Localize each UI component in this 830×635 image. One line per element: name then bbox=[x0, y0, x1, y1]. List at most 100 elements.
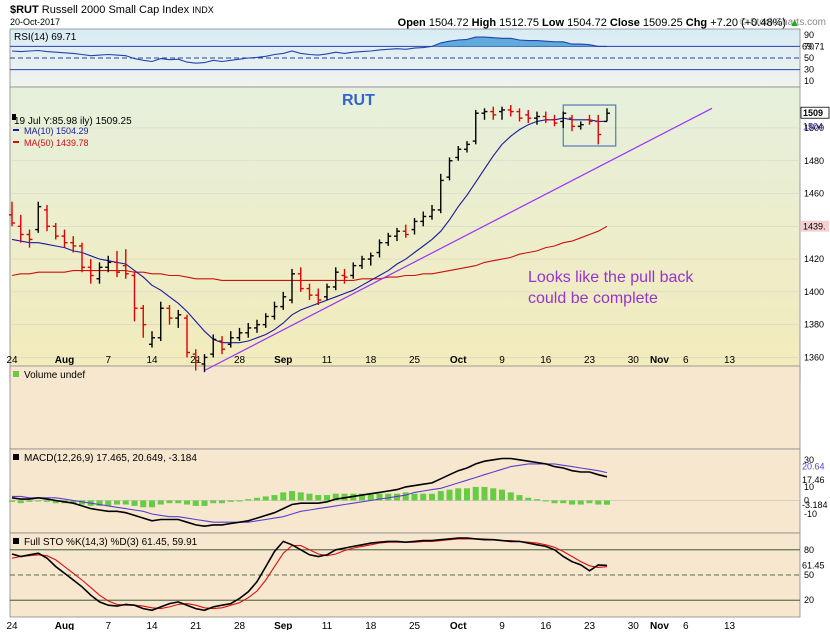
price-tick-label: 1400 bbox=[804, 287, 824, 297]
ohlc-bar bbox=[236, 327, 243, 342]
macd-histogram-bar bbox=[376, 493, 383, 501]
rsi-last-label: 69.71 bbox=[802, 42, 825, 52]
ohlc-bar bbox=[586, 114, 593, 125]
macd-signal-line bbox=[12, 463, 608, 523]
ohlc-bar bbox=[219, 336, 225, 355]
macd-histogram-bar bbox=[105, 500, 112, 506]
macd-histogram-bar bbox=[455, 488, 462, 501]
sto-k-line bbox=[11, 537, 608, 612]
rsi-tick-label: 30 bbox=[804, 65, 814, 75]
macd-last: 17.46 bbox=[802, 475, 825, 485]
ohlc-bar bbox=[595, 114, 602, 145]
macd-histogram-bar bbox=[429, 493, 435, 501]
symbol-title: $RUT Russell 2000 Small Cap Index INDX bbox=[10, 4, 214, 16]
ohlc-bar bbox=[455, 146, 462, 161]
macd-line bbox=[11, 457, 608, 528]
volume-label: Volume undef bbox=[24, 370, 85, 381]
ohlc-bar bbox=[184, 314, 190, 358]
price-date-label: 23 bbox=[584, 355, 596, 366]
ohlc-bar bbox=[499, 106, 505, 120]
rut-title: RUT bbox=[342, 92, 375, 109]
price-date-label: Nov bbox=[650, 355, 669, 366]
macd-histogram-bar bbox=[534, 499, 540, 501]
ohlc-bar bbox=[289, 268, 295, 304]
bottom-date-label: 11 bbox=[322, 621, 333, 630]
macd-histogram-bar bbox=[157, 500, 164, 505]
price-date-label: 6 bbox=[683, 355, 689, 366]
macd-histogram-bar bbox=[271, 495, 278, 501]
macd-legend-swatch bbox=[13, 454, 19, 460]
bottom-date-label: 9 bbox=[499, 621, 505, 630]
macd-histogram-bar bbox=[367, 493, 374, 501]
macd-histogram-bar bbox=[192, 500, 199, 506]
macd-histogram-bar bbox=[586, 500, 593, 504]
macd-tick-label: 0 bbox=[804, 495, 809, 505]
macd-histogram-bar bbox=[114, 500, 120, 505]
macd-histogram-bar bbox=[175, 500, 182, 504]
ohlc-bar bbox=[140, 304, 147, 338]
price-date-label: 16 bbox=[540, 355, 552, 366]
price-date-label: 30 bbox=[628, 355, 640, 366]
macd-histogram-bar bbox=[44, 500, 50, 502]
price-date-label: 25 bbox=[409, 355, 421, 366]
bottom-date-label: 23 bbox=[584, 621, 596, 630]
macd-histogram-bar bbox=[385, 493, 392, 501]
macd-histogram-bar bbox=[525, 497, 532, 501]
macd-histogram-bar bbox=[472, 486, 479, 501]
ohlc-bar bbox=[61, 229, 68, 248]
macd-histogram-bar bbox=[149, 500, 155, 508]
macd-signal-last: 20.64 bbox=[802, 461, 825, 471]
sto-label: Full STO %K(14,3) %D(3) 61.45, 59.91 bbox=[24, 537, 198, 548]
bottom-date-label: Aug bbox=[55, 621, 74, 630]
price-tick-label: 1460 bbox=[804, 189, 824, 199]
annotation-line-2: could be complete bbox=[528, 290, 658, 307]
ohlc-bar bbox=[429, 205, 435, 220]
ohlc-bar bbox=[210, 334, 217, 358]
legend-ma10: MA(10) 1504.29 bbox=[24, 126, 89, 136]
ohlc-bar bbox=[577, 121, 584, 130]
annotation-line-1: Looks like the pull back bbox=[528, 269, 694, 286]
price-legend: 19 Jul Y:85.98 ily) 1509.25 MA(10) 1504.… bbox=[12, 114, 132, 148]
price-date-label: 7 bbox=[105, 355, 111, 366]
macd-histogram-bar bbox=[140, 500, 147, 508]
macd-histogram-bar bbox=[324, 495, 330, 501]
ohlc-bar bbox=[175, 309, 182, 328]
bottom-date-label: Sep bbox=[274, 621, 292, 630]
ohlc-bar bbox=[79, 242, 85, 273]
ohlc-bar bbox=[166, 304, 173, 325]
macd-histogram-bar bbox=[236, 500, 243, 502]
macd-histogram-bar bbox=[577, 500, 584, 505]
ohlc-bar bbox=[604, 108, 610, 123]
macd-histogram-bar bbox=[490, 488, 497, 501]
ohlc-bar bbox=[297, 267, 304, 292]
macd-hist-last: -3.184 bbox=[802, 500, 828, 510]
ohlc-bar bbox=[201, 354, 208, 373]
axis-layer: 907050301069.711360138014001420144014601… bbox=[6, 30, 830, 632]
sto-last-label: 61.45 bbox=[802, 560, 825, 570]
bottom-date-label: 28 bbox=[234, 621, 246, 630]
price-date-label: 9 bbox=[499, 355, 505, 366]
ohlc-bar bbox=[70, 236, 77, 253]
price-date-label: 21 bbox=[190, 355, 202, 366]
rsi-line bbox=[11, 36, 607, 64]
ohlc-bar bbox=[35, 201, 42, 233]
macd-histogram-bar bbox=[201, 500, 208, 506]
macd-tick-label: -10 bbox=[804, 509, 817, 519]
ohlc-bar bbox=[280, 291, 287, 310]
ohlc-bar bbox=[131, 272, 138, 322]
ohlc-bar bbox=[385, 232, 392, 246]
ohlc-bar bbox=[157, 301, 164, 342]
macd-histogram-bar bbox=[516, 495, 523, 501]
price-date-label: 14 bbox=[146, 355, 158, 366]
macd-histogram-bar bbox=[9, 500, 15, 502]
ohlc-bar bbox=[464, 141, 470, 153]
macd-histogram-bar bbox=[604, 500, 610, 505]
macd-histogram-bar bbox=[17, 500, 24, 504]
price-tick-label: 1420 bbox=[804, 254, 824, 264]
ohlc-bar bbox=[490, 106, 497, 120]
macd-histogram-bar bbox=[560, 500, 567, 504]
ohlc-bar bbox=[350, 262, 357, 279]
ohlc-bar bbox=[332, 267, 339, 291]
ohlc-bar bbox=[551, 114, 558, 127]
